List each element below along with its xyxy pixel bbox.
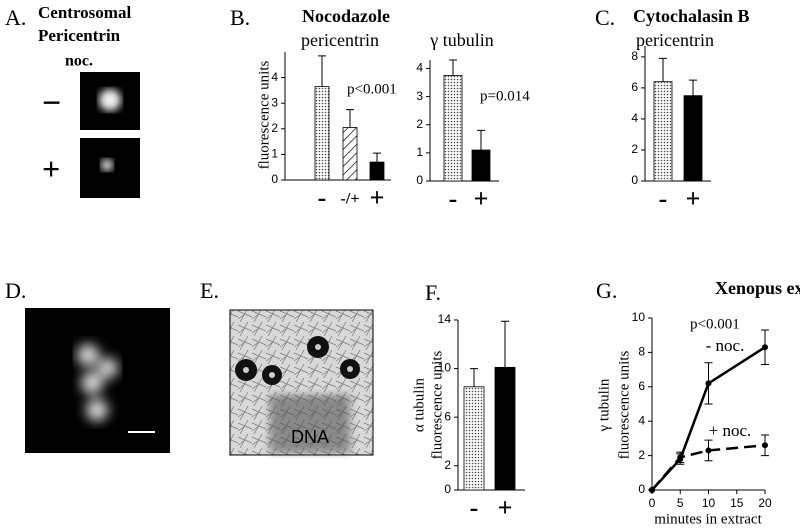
x-tick-label: -/+ (341, 191, 360, 208)
x-tick-label: - (318, 183, 327, 212)
panel-label: E. (200, 278, 219, 303)
y-tick-label: 8 (638, 345, 645, 359)
point (705, 380, 712, 387)
bar (683, 95, 703, 182)
error-bar (501, 320, 509, 368)
point (677, 454, 684, 461)
y-tick-label: 2 (271, 121, 278, 135)
y-axis-label: γ tubulin (596, 378, 612, 432)
error-bar (373, 152, 381, 163)
micrograph (25, 308, 170, 453)
annotation: p=0.014 (480, 88, 530, 104)
y-tick-label: 4 (271, 70, 278, 84)
panel-title: Centrosomal (38, 3, 131, 22)
chart-title: Xenopus extracts (715, 278, 800, 298)
y-tick-label: 0 (271, 172, 278, 186)
error-bar (659, 57, 667, 82)
bar (443, 75, 463, 182)
y-tick-label: 14 (438, 312, 452, 326)
x-tick-label: + (474, 184, 489, 213)
y-tick-label: 6 (638, 379, 645, 393)
y-tick-label: 3 (416, 89, 423, 103)
y-axis-label: α tubulin (411, 377, 427, 432)
y-tick-label: 4 (631, 111, 638, 125)
y-axis-label: fluorescence units (429, 350, 445, 459)
error-bar (477, 129, 485, 151)
x-tick-label: 0 (649, 496, 656, 510)
image-annotation: DNA (291, 427, 329, 447)
row-label: − (42, 85, 61, 122)
x-tick-label: 10 (702, 496, 716, 510)
panel-label: G. (596, 278, 617, 303)
error-bar (346, 109, 354, 128)
panel-label: F. (425, 280, 441, 305)
bar (494, 366, 516, 491)
y-tick-label: 3 (271, 95, 278, 109)
y-tick-label: 1 (416, 145, 423, 159)
panel-label: C. (595, 5, 615, 30)
bar (369, 161, 385, 181)
panel-label: A. (5, 5, 26, 30)
bar (471, 149, 491, 182)
legend-label: + noc. (709, 421, 752, 440)
error-bar (318, 55, 326, 87)
y-tick-label: 0 (444, 482, 451, 496)
y-tick-label: 6 (631, 80, 638, 94)
bar (463, 386, 485, 491)
panel-label: D. (5, 278, 26, 303)
y-tick-label: 8 (631, 49, 638, 63)
y-tick-label: 0 (638, 482, 645, 496)
x-tick-label: 20 (758, 496, 772, 510)
panel-title: Pericentrin (38, 26, 121, 45)
y-tick-label: 10 (632, 310, 646, 324)
y-axis-label: fluorescence units (616, 350, 632, 459)
x-tick-label: - (470, 493, 479, 522)
x-tick-label: 15 (730, 496, 744, 510)
y-tick-label: 2 (638, 448, 645, 462)
y-tick-label: 0 (416, 173, 423, 187)
y-axis-label: fluorescence units (256, 60, 272, 169)
bar (342, 127, 358, 181)
y-tick-label: 2 (416, 117, 423, 131)
series-line (651, 444, 766, 491)
error-bar (449, 59, 457, 76)
x-tick-label: - (449, 184, 458, 213)
y-tick-label: 4 (416, 61, 423, 75)
x-tick-label: 5 (677, 496, 684, 510)
row-header: noc. (65, 53, 93, 70)
y-tick-label: 2 (444, 458, 451, 472)
point (762, 442, 768, 449)
point (705, 447, 712, 454)
annotation: p<0.001 (690, 316, 740, 332)
x-tick-label: + (498, 493, 513, 522)
error-bar (470, 368, 478, 387)
x-tick-label: + (686, 184, 701, 213)
bar (314, 86, 330, 181)
micrograph (229, 309, 374, 456)
y-tick-label: 4 (638, 413, 645, 427)
y-tick-label: 6 (444, 409, 451, 423)
error-bar (689, 79, 697, 96)
y-tick-label: 2 (631, 142, 638, 156)
y-tick-label: 10 (438, 361, 452, 375)
chart-title: pericentrin (636, 30, 714, 50)
x-tick-label: + (370, 183, 385, 212)
bar (653, 81, 673, 182)
chart-title: γ tubulin (429, 30, 493, 50)
row-label: + (42, 150, 60, 186)
panel-title: Cytochalasin B (633, 6, 750, 26)
panel-title: Nocodazole (302, 6, 390, 26)
legend-label: - noc. (706, 336, 745, 355)
chart-title: pericentrin (301, 30, 379, 50)
x-tick-label: - (659, 184, 668, 213)
annotation: p<0.001 (347, 81, 397, 97)
panel-label: B. (230, 5, 250, 30)
y-tick-label: 1 (271, 147, 278, 161)
x-axis-label: minutes in extract (654, 511, 762, 527)
point (762, 344, 768, 351)
y-tick-label: 0 (631, 173, 638, 187)
micrograph (80, 72, 140, 198)
point (649, 487, 655, 493)
